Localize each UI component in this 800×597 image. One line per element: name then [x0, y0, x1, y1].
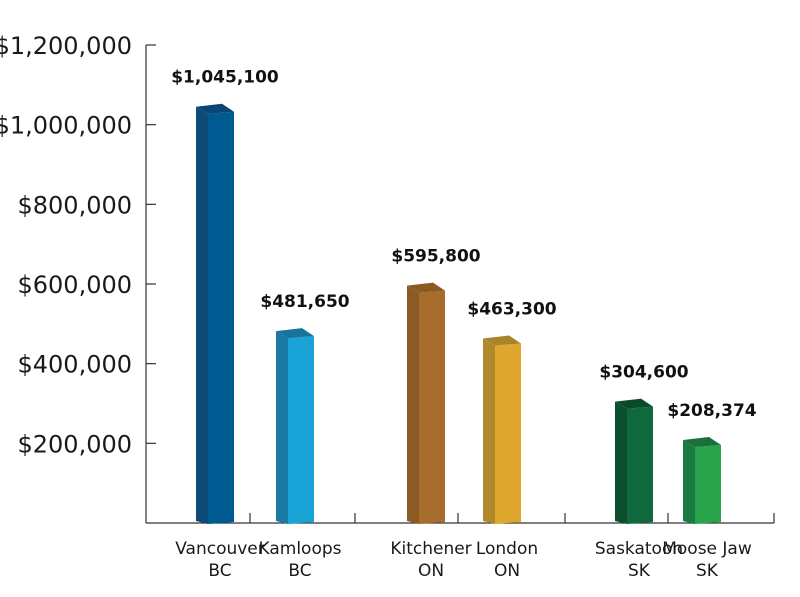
y-tick-label: $400,000 — [17, 351, 132, 379]
bar-top-face — [615, 398, 653, 409]
bar-side-face — [483, 338, 495, 524]
bar-top-face — [196, 103, 234, 114]
bar-top-face — [276, 328, 314, 339]
bar-side-face — [683, 439, 695, 524]
bar-side-face — [407, 285, 419, 524]
data-label: $1,045,100 — [171, 68, 279, 88]
bar-side-face — [276, 331, 288, 524]
category-label-line1: London — [476, 539, 538, 559]
bar-top-face — [483, 335, 521, 346]
category-label-line1: Moose Jaw — [662, 539, 752, 559]
bar-front-face — [695, 444, 721, 524]
y-tick-label: $200,000 — [17, 430, 132, 458]
bar — [483, 335, 521, 524]
bar-top-face — [407, 282, 445, 293]
bar — [683, 436, 721, 524]
bar-front-face — [627, 406, 653, 524]
category-label-line2: ON — [418, 561, 444, 581]
bar-side-face — [196, 106, 208, 524]
y-tick-label: $600,000 — [17, 271, 132, 299]
bar — [407, 282, 445, 524]
category-label-line1: Kitchener — [390, 539, 471, 559]
category-label: Kamloops BC — [259, 539, 342, 581]
data-label: $208,374 — [667, 401, 756, 421]
chart-axes: $200,000 $400,000 $600,000 $800,000 $1,000,0… — [0, 32, 775, 524]
bar — [196, 103, 234, 524]
data-label: $595,800 — [391, 247, 480, 267]
category-label-line1: Kamloops — [259, 539, 342, 559]
bar — [615, 398, 653, 524]
category-label-line2: BC — [208, 561, 231, 581]
bar-front-face — [288, 336, 314, 524]
category-label-line1: Vancouver — [175, 539, 265, 559]
category-label: London ON — [476, 539, 538, 581]
category-label: Vancouver BC — [175, 539, 265, 581]
category-label: Kitchener ON — [390, 539, 471, 581]
data-label: $304,600 — [599, 363, 688, 383]
category-label-line2: ON — [494, 561, 520, 581]
category-label-line1: Saskatoon — [595, 539, 683, 559]
bar-front-face — [495, 343, 521, 524]
bar-top-face — [683, 436, 721, 447]
bars-group — [196, 103, 721, 524]
bar — [276, 328, 314, 524]
category-label: Moose Jaw SK — [662, 539, 752, 581]
category-label: Saskatoon SK — [595, 539, 683, 581]
data-label: $481,650 — [260, 292, 349, 312]
y-tick-label: $800,000 — [17, 191, 132, 219]
data-label: $463,300 — [467, 299, 556, 319]
bar-front-face — [208, 111, 234, 524]
category-label-line2: SK — [696, 561, 719, 581]
bar-side-face — [615, 401, 627, 524]
bar-front-face — [419, 290, 445, 524]
y-tick-label: $1,000,000 — [0, 112, 132, 140]
y-tick-label: $1,200,000 — [0, 32, 132, 60]
category-label-line2: BC — [288, 561, 311, 581]
category-label-line2: SK — [628, 561, 651, 581]
